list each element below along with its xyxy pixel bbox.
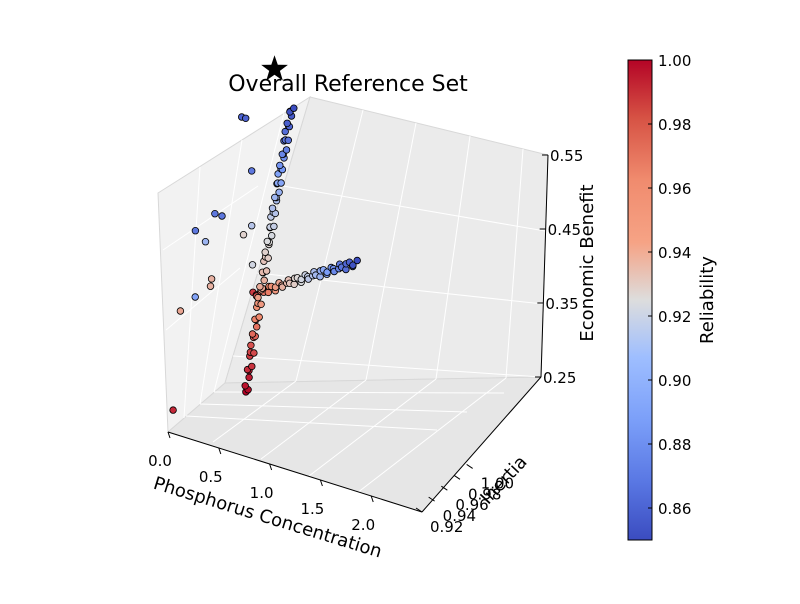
tick-labels: 0.0 0.5 1.0 1.5 2.0 0.920.940.960.981.00 0.25 0…: [148, 147, 583, 536]
z-axis-label: Economic Benefit: [577, 184, 598, 341]
data-point: [270, 222, 278, 231]
data-point: [283, 119, 291, 127]
colorbar-tick-label: 0.94: [658, 244, 691, 262]
data-point: [253, 323, 261, 331]
x-tick-mark: [370, 495, 374, 503]
x-tick-label: 2.0: [351, 516, 375, 534]
data-point: [248, 362, 256, 371]
colorbar-tick-label: 0.96: [658, 180, 691, 198]
data-point: [176, 307, 185, 315]
x-tick-mark: [269, 463, 273, 471]
y-tick-label: 0.98: [468, 485, 501, 503]
x-tick-label: 0.0: [148, 452, 172, 470]
x-tick-mark: [218, 447, 222, 455]
data-point: [211, 209, 219, 218]
colorbar: 0.86 0.88 0.90 0.92 0.94 0.96 0.98 1.00 Reliabi…: [627, 52, 718, 541]
data-point: [254, 293, 262, 302]
y-tick-label: 0.96: [455, 496, 488, 514]
data-point: [349, 261, 357, 269]
data-point: [281, 127, 289, 136]
colorbar-tick-label: 0.98: [658, 116, 691, 134]
data-point: [218, 212, 226, 220]
data-point: [262, 267, 271, 275]
tick-marks: [167, 154, 548, 513]
data-point: [169, 406, 177, 414]
data-point: [248, 330, 257, 338]
x-tick-label: 1.0: [250, 484, 274, 502]
data-point: [247, 341, 255, 349]
y-tick-label: 1.00: [481, 474, 514, 492]
data-point: [250, 349, 258, 357]
x-tick-mark: [319, 479, 323, 487]
z-tick-label: 0.55: [550, 147, 583, 165]
y-tick-mark: [415, 507, 423, 513]
x-tick-mark: [167, 431, 171, 439]
y-tick-mark: [428, 496, 435, 502]
x-tick-label: 1.5: [300, 500, 324, 518]
data-point: [277, 179, 285, 187]
data-point: [239, 230, 248, 239]
data-point: [255, 313, 263, 321]
z-axis-line: [540, 154, 549, 378]
data-point: [206, 282, 215, 290]
data-point: [247, 167, 256, 175]
colorbar-label: Reliability: [697, 256, 718, 344]
star-layer: [261, 55, 288, 81]
data-point: [191, 226, 200, 235]
x-axis-line: [167, 431, 423, 513]
axis-panes: [157, 95, 549, 513]
y-tick-label: 0.94: [443, 507, 476, 525]
data-point: [264, 288, 272, 297]
z-tick-label: 0.45: [548, 221, 581, 239]
axis-lines: [167, 154, 549, 513]
data-point: [263, 237, 271, 246]
colorbar-gradient: [627, 59, 653, 541]
data-point: [247, 221, 256, 230]
data-point: [278, 150, 286, 158]
data-point: [241, 114, 250, 122]
colorbar-tick-label: 0.86: [658, 500, 691, 518]
y-tick-mark: [453, 474, 461, 480]
data-point: [245, 373, 253, 382]
data-point: [256, 283, 264, 291]
data-point: [271, 193, 279, 202]
data-point: [268, 204, 277, 212]
z-tick-label: 0.25: [543, 369, 576, 387]
z-tick-label: 0.35: [545, 295, 578, 313]
x-tick-label: 0.5: [199, 468, 223, 486]
star-marker-icon: [261, 55, 288, 81]
data-point: [264, 254, 272, 262]
data-point: [207, 275, 216, 283]
data-point: [353, 256, 361, 265]
data-point: [323, 268, 331, 276]
data-point: [282, 146, 291, 154]
data-point: [261, 248, 269, 256]
colorbar-tick-label: 0.92: [658, 308, 691, 326]
colorbar-tick-label: 1.00: [658, 52, 691, 70]
data-point: [248, 261, 257, 269]
data-point: [275, 188, 283, 196]
data-point: [290, 104, 298, 112]
colorbar-ticks: 0.86 0.88 0.90 0.92 0.94 0.96 0.98 1.00: [648, 52, 691, 518]
colorbar-tick-label: 0.90: [658, 372, 691, 390]
data-point: [268, 231, 276, 240]
data-point: [191, 293, 199, 301]
data-point: [276, 161, 284, 170]
colorbar-tick-label: 0.88: [658, 436, 691, 454]
y-tick-label: 0.92: [430, 518, 463, 536]
chart-title: Overall Reference Set: [228, 72, 468, 97]
data-point: [260, 276, 268, 284]
data-point: [241, 382, 249, 390]
data-point: [284, 136, 292, 144]
data-point: [290, 280, 298, 288]
y-tick-mark: [466, 464, 473, 469]
data-point: [257, 300, 265, 308]
y-tick-mark: [441, 485, 448, 491]
data-point: [201, 237, 210, 246]
y-axis-line: [421, 376, 542, 513]
data-points: [169, 104, 361, 414]
